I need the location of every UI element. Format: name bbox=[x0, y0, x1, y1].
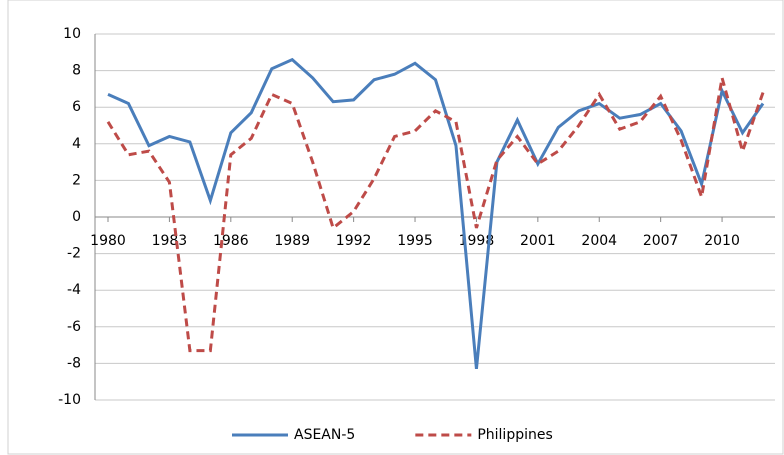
x-tick-label: 1986 bbox=[213, 233, 249, 249]
y-tick-label: 4 bbox=[72, 136, 81, 152]
y-tick-label: -2 bbox=[67, 246, 81, 262]
x-tick-label: 2007 bbox=[643, 233, 679, 249]
x-tick-label: 1995 bbox=[397, 233, 433, 249]
y-tick-label: -4 bbox=[67, 282, 81, 298]
y-tick-label: 8 bbox=[72, 63, 81, 79]
x-tick-label: 1983 bbox=[152, 233, 188, 249]
y-tick-label: -8 bbox=[67, 355, 81, 371]
y-tick-label: 6 bbox=[72, 99, 81, 115]
x-tick-label: 1998 bbox=[459, 233, 495, 249]
x-tick-label: 2010 bbox=[704, 233, 740, 249]
y-tick-label: 2 bbox=[72, 172, 81, 188]
y-tick-label: 10 bbox=[63, 26, 81, 42]
x-tick-label: 2004 bbox=[581, 233, 617, 249]
series-line bbox=[107, 57, 765, 370]
x-tick-label: 2001 bbox=[520, 233, 556, 249]
x-tick-label: 1980 bbox=[90, 233, 126, 249]
legend-label: ASEAN-5 bbox=[294, 427, 355, 443]
x-tick-label: 1989 bbox=[274, 233, 310, 249]
legend-label: Philippines bbox=[477, 427, 552, 443]
y-tick-label: -6 bbox=[67, 319, 81, 335]
y-tick-label: -10 bbox=[58, 392, 81, 408]
x-tick-label: 1992 bbox=[336, 233, 372, 249]
series-line bbox=[106, 77, 765, 353]
y-tick-label: 0 bbox=[72, 209, 81, 225]
chart-frame bbox=[7, 0, 784, 455]
